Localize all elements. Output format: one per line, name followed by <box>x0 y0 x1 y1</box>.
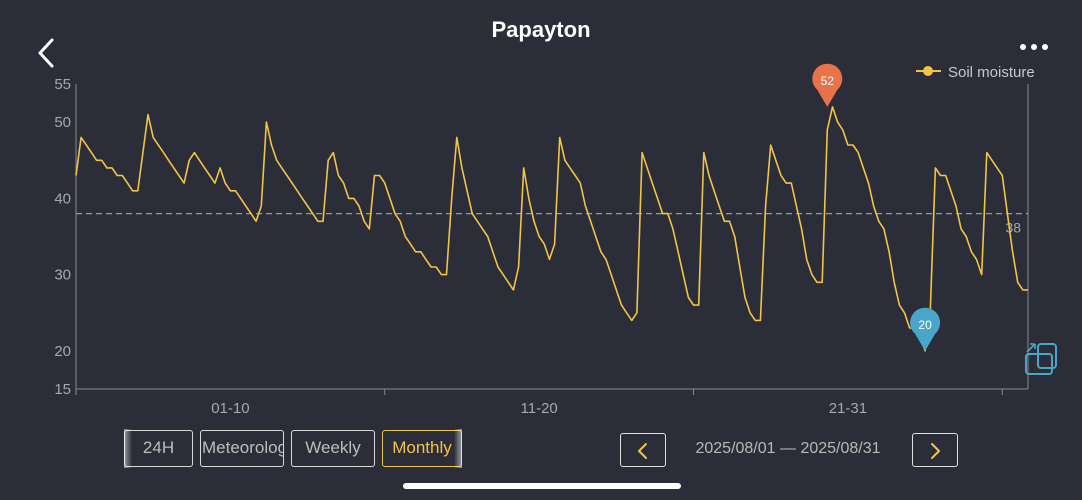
scroll-fade-left <box>124 429 132 468</box>
next-range-button[interactable] <box>912 433 958 467</box>
more-button[interactable] <box>1014 36 1054 58</box>
more-dots-icon <box>1020 44 1048 50</box>
x-tick-label: 21-31 <box>829 400 867 417</box>
min-marker-label: 20 <box>918 318 932 332</box>
back-button[interactable] <box>32 36 62 70</box>
legend-label: Soil moisture <box>948 64 1035 81</box>
soil-moisture-line <box>75 106 1028 352</box>
home-indicator <box>403 483 681 489</box>
chevron-left-icon <box>638 443 647 459</box>
rotate-screen-icon[interactable] <box>1025 343 1057 375</box>
page-title: Papayton <box>491 17 591 42</box>
scroll-fade-right <box>454 429 462 468</box>
y-tick-label: 20 <box>54 343 71 360</box>
min-marker-pin <box>910 307 941 351</box>
max-marker: 52 <box>812 63 843 107</box>
chevron-left-icon <box>38 38 54 68</box>
x-tick-label: 01-10 <box>211 400 249 417</box>
max-marker-label: 52 <box>821 74 835 88</box>
y-tick-label: 40 <box>54 190 71 207</box>
tab-weekly[interactable]: Weekly <box>291 430 375 467</box>
max-marker-pin <box>812 63 843 107</box>
date-range-label: 2025/08/01 — 2025/08/31 <box>695 440 881 457</box>
y-tick-label: 50 <box>54 114 71 131</box>
previous-range-button[interactable] <box>620 433 666 467</box>
legend[interactable]: Soil moisture <box>916 64 1035 81</box>
axis-layer: 15 20 30 40 50 55 01-10 11-20 21-31 <box>54 76 1029 417</box>
tab-monthly[interactable]: Monthly <box>382 430 462 467</box>
tab-meteorology[interactable]: Meteorolog <box>200 430 284 467</box>
legend-dot <box>923 66 933 76</box>
tab-24h[interactable]: 24H <box>124 430 193 467</box>
chevron-right-icon <box>931 443 940 459</box>
x-tick-label: 11-20 <box>521 400 558 417</box>
y-tick-label: 15 <box>54 381 71 398</box>
series-layer <box>75 106 1028 352</box>
y-tick-label: 55 <box>54 76 71 93</box>
y-tick-label: 30 <box>54 267 71 284</box>
min-marker: 20 <box>910 307 941 351</box>
marker-layer: 52 20 <box>812 63 941 351</box>
